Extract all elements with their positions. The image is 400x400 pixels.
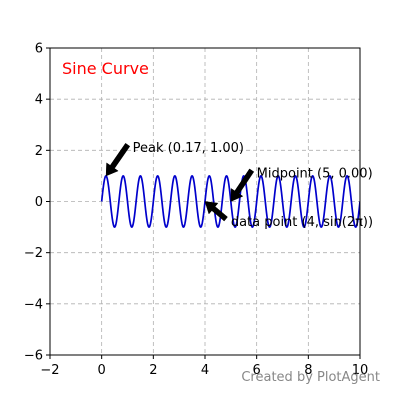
annotation-arrow [105,142,131,177]
x-tick-label: 4 [201,363,209,378]
grid-lines [50,48,360,355]
annotation-label: Peak (0.17, 1.00) [133,141,244,156]
y-tick-label: 2 [35,144,43,159]
y-tick-label: −4 [24,297,43,312]
x-tick-label: −2 [40,363,59,378]
x-tick-label: 0 [98,363,106,378]
annotation-peak: Peak (0.17, 1.00) [105,141,244,177]
x-tick-label: 10 [352,363,369,378]
annotation-label: data point (4, sin(2π)) [231,215,373,230]
x-tick-label: 2 [149,363,157,378]
y-tick-label: 6 [35,42,43,57]
x-tick-label: 8 [304,363,312,378]
annotations: Peak (0.17, 1.00) Midpoint (5, 0.00) data … [105,141,373,230]
y-tick-label: 0 [35,195,43,210]
watermark-text: Created by PlotAgent [241,370,380,385]
y-tick-label: 4 [35,93,43,108]
annotation-data-point: data point (4, sin(2π)) [204,201,373,230]
annotation-arrow [230,168,255,202]
axis-ticks: −2 0 2 4 6 8 10 −6 −4 −2 0 2 4 6 [24,42,368,379]
x-tick-label: 6 [253,363,261,378]
annotation-arrow [204,201,228,222]
annotation-midpoint: Midpoint (5, 0.00) [230,166,373,202]
y-tick-label: −2 [24,246,43,261]
chart-title: Sine Curve [62,59,149,78]
y-tick-label: −6 [24,349,43,364]
annotation-label: Midpoint (5, 0.00) [257,166,373,181]
